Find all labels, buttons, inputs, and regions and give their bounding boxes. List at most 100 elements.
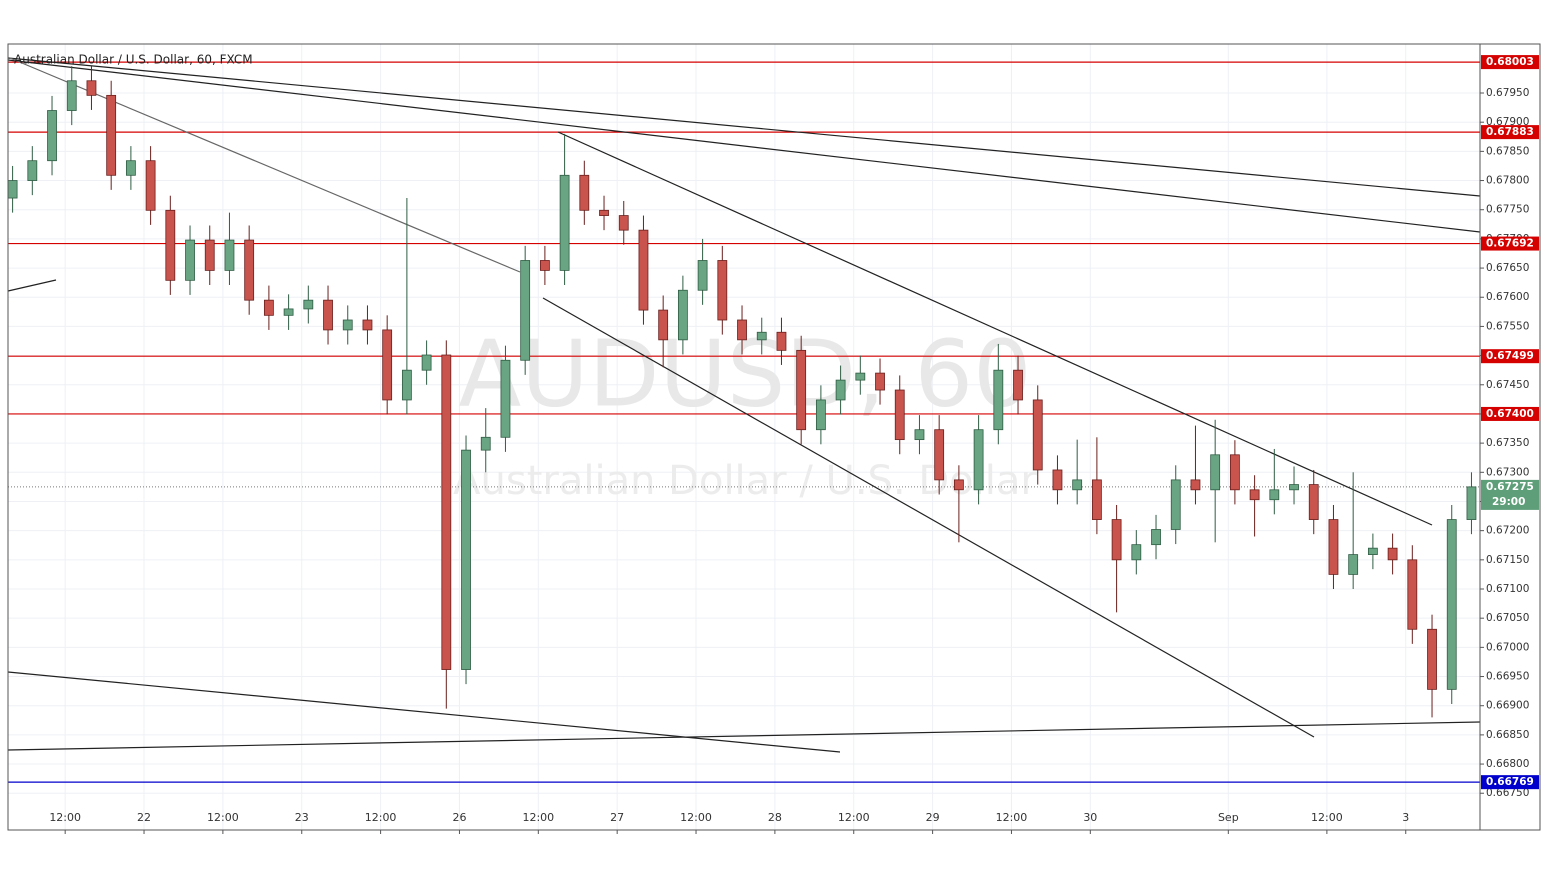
y-tick-label: 0.67650 [1486,262,1529,274]
x-tick-label: 12:00 [1311,811,1343,824]
x-tick-label: 12:00 [207,811,239,824]
candle-body [7,180,18,199]
level-label-box [1481,406,1539,421]
candle-body [421,354,432,371]
candle-body [756,331,767,341]
y-tick-label: 0.67600 [1486,291,1529,303]
y-tick-label: 0.67050 [1486,612,1529,624]
y-tick-label: 0.67000 [1486,641,1529,653]
candle-body [1269,489,1280,501]
trend-line [557,131,1433,526]
y-tick-label: 0.66900 [1486,700,1529,712]
y-tick-label: 0.67100 [1486,583,1529,595]
x-tick-label: 12:00 [49,811,81,824]
trend-lines [7,57,1481,753]
x-tick-label: 12:00 [996,811,1028,824]
countdown: 29:00 [1492,496,1525,508]
x-tick-label: 12:00 [365,811,397,824]
candle-body [1013,369,1023,401]
y-tick-label: 0.67550 [1486,320,1529,332]
watermark-subtitle: Australian Dollar / U.S. Dollar [453,458,1037,504]
y-tick-label: 0.67300 [1486,466,1529,478]
levels [8,61,1480,783]
candle-body [934,429,945,481]
y-tick-label: 0.67750 [1486,204,1529,216]
x-tick-label: 30 [1083,811,1097,824]
candle-body [599,209,609,216]
candle-body [776,331,787,351]
candle-body [796,349,807,431]
candle-body [618,215,629,231]
candle-body [677,289,688,341]
candle-body [185,239,195,281]
level-label-box [1481,775,1539,790]
candle-body [697,260,708,291]
candle-body [1407,559,1418,630]
candle-body [1427,628,1437,690]
candle-body [737,319,747,341]
x-tick-label: Sep [1218,811,1239,824]
candle-body [1229,454,1240,491]
level-label-box [1481,236,1539,251]
y-tick-label: 0.67150 [1486,554,1529,566]
x-tick-label: 29 [926,811,940,824]
y-tick-label: 0.67950 [1486,87,1529,99]
candle-body [559,174,570,271]
frame [7,43,1541,831]
candle-body [27,160,38,181]
candle-body [461,449,471,670]
candle-body [1328,519,1339,575]
candle-body [1466,486,1477,520]
level-label: 0.67883 [1486,126,1534,138]
trend-line [7,279,57,292]
candle-body [875,372,885,391]
candles [7,66,1477,718]
candle-body [1387,547,1398,561]
candle-body [1032,399,1043,471]
candle-body [106,94,117,176]
y-tick-label: 0.66950 [1486,671,1529,683]
candle-body [244,239,255,301]
y-tick-label: 0.67450 [1486,379,1529,391]
trend-line [7,59,1481,233]
candle-body [382,329,393,401]
level-label-box [1481,349,1539,364]
trend-line [7,671,841,753]
candle-body [579,174,590,211]
price-axis [1481,45,1539,829]
candle-body [1151,529,1161,546]
candle-body [500,359,511,438]
y-tick-label: 0.66800 [1486,758,1529,770]
candle-body [145,160,156,211]
x-tick-label: 12:00 [838,811,870,824]
candle-body [1367,547,1378,555]
candle-body [1131,544,1142,561]
y-tick-label: 0.66850 [1486,729,1529,741]
candle-body [303,299,314,310]
trend-line [542,297,1315,738]
candle-body [815,399,826,431]
candle-body [855,372,866,381]
candle-body [165,209,176,281]
last-price-box [1481,479,1539,510]
trend-line [7,721,1481,751]
x-tick-label: 28 [768,811,782,824]
candle-body [894,389,905,441]
candle-body [835,379,846,401]
y-tick-label: 0.67200 [1486,525,1529,537]
level-label: 0.67400 [1486,408,1534,420]
candle-body [441,354,452,670]
candle-body [973,429,984,491]
x-tick-label: 12:00 [680,811,712,824]
candle-body [125,160,136,176]
y-tick-label: 0.67800 [1486,175,1529,187]
candle-body [1072,479,1083,491]
candle-body [1289,484,1299,491]
candle-body [362,319,373,331]
candle-body [1091,479,1102,520]
level-label: 0.67499 [1486,350,1534,362]
y-tick-label: 0.67900 [1486,116,1529,128]
